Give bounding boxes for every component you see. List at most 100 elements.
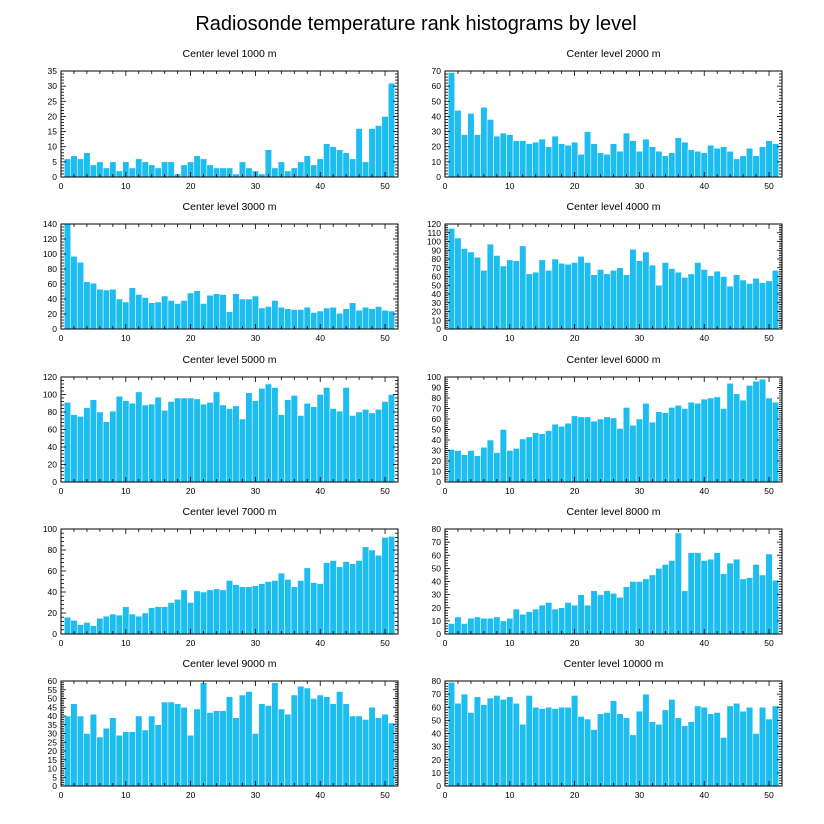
- bar: [76, 416, 84, 483]
- bar: [752, 564, 760, 635]
- bar: [454, 703, 462, 787]
- bar: [264, 705, 272, 787]
- y-tick-label: 40: [48, 442, 58, 452]
- bar: [655, 411, 663, 483]
- bar: [251, 585, 259, 635]
- panel-10: Center level 10000 m 0 10 20 30 40 50 60 70 80 0 10…: [432, 658, 783, 800]
- bar: [577, 594, 585, 635]
- y-tick-label: 0: [52, 172, 57, 182]
- bar: [733, 703, 741, 787]
- bar: [284, 170, 292, 178]
- bar: [700, 707, 708, 787]
- bar: [349, 563, 357, 635]
- bar: [277, 414, 285, 483]
- panel-title: Center level 2000 m: [567, 48, 661, 60]
- bar: [642, 693, 650, 787]
- x-tick-label: 50: [764, 486, 774, 496]
- bar: [167, 161, 175, 178]
- bar: [532, 432, 540, 483]
- bar: [532, 271, 540, 330]
- bar: [154, 167, 162, 178]
- bar: [616, 597, 624, 635]
- x-tick-label: 50: [380, 638, 390, 648]
- bar: [206, 164, 214, 178]
- bar: [590, 590, 598, 635]
- bar: [368, 707, 376, 787]
- bar: [115, 735, 123, 787]
- bar: [284, 579, 292, 635]
- panel-title: Center level 4000 m: [567, 201, 661, 213]
- x-tick-label: 40: [699, 333, 709, 343]
- bar: [499, 265, 507, 330]
- bar: [700, 269, 708, 330]
- bar: [616, 151, 624, 178]
- x-tick-label: 10: [505, 790, 515, 800]
- bar: [597, 418, 605, 483]
- y-tick-label: 30: [432, 742, 442, 752]
- bar: [284, 399, 292, 483]
- bar: [467, 251, 475, 330]
- panel-4: Center level 4000 m010203040506070809010…: [427, 201, 783, 343]
- bar: [460, 454, 468, 483]
- bar: [109, 289, 117, 330]
- bar: [187, 292, 195, 330]
- bar: [558, 607, 566, 635]
- bar: [76, 624, 84, 635]
- bar: [174, 599, 182, 635]
- bar: [681, 590, 689, 635]
- bar: [70, 414, 78, 483]
- bar: [558, 707, 566, 787]
- bar: [648, 146, 656, 178]
- y-tick-label: 40: [48, 294, 58, 304]
- bar: [70, 256, 78, 330]
- y-tick-label: 0: [436, 172, 441, 182]
- bar: [681, 725, 689, 787]
- bar: [661, 262, 669, 330]
- x-tick-label: 10: [505, 181, 515, 191]
- bar: [200, 682, 208, 787]
- bar: [447, 682, 455, 787]
- y-tick-label: 100: [43, 524, 57, 534]
- x-tick-label: 20: [186, 790, 196, 800]
- bar: [122, 731, 130, 787]
- y-tick-label: 30: [432, 298, 442, 308]
- bar: [726, 383, 734, 483]
- panel-title: Center level 5000 m: [183, 354, 277, 366]
- bar: [687, 721, 695, 787]
- bar: [89, 714, 97, 787]
- y-tick-label: 60: [48, 566, 58, 576]
- x-tick-label: 10: [121, 181, 131, 191]
- y-tick-label: 0: [436, 781, 441, 791]
- x-tick-label: 30: [251, 790, 261, 800]
- y-tick-label: 10: [48, 142, 58, 152]
- bar: [89, 283, 97, 330]
- bar: [642, 251, 650, 330]
- bar: [63, 616, 71, 635]
- y-tick-label: 40: [48, 587, 58, 597]
- bar: [193, 155, 201, 178]
- bar: [610, 593, 617, 635]
- bar: [467, 113, 475, 178]
- x-tick-label: 50: [380, 790, 390, 800]
- bar: [765, 280, 773, 330]
- bar: [187, 735, 195, 787]
- x-tick-label: 50: [380, 181, 390, 191]
- y-tick-label: 40: [432, 729, 442, 739]
- bar: [700, 398, 708, 483]
- bar: [460, 134, 468, 178]
- bar: [310, 312, 318, 330]
- x-tick-label: 20: [186, 333, 196, 343]
- x-tick-label: 40: [699, 638, 709, 648]
- bar: [180, 164, 188, 178]
- bar: [571, 262, 579, 330]
- y-tick-label: 60: [432, 550, 442, 560]
- bar: [316, 394, 324, 483]
- bar: [349, 415, 357, 483]
- x-tick-label: 30: [635, 181, 645, 191]
- bar: [590, 274, 598, 330]
- bar: [271, 580, 279, 635]
- bar: [720, 276, 728, 330]
- y-tick-label: 140: [43, 219, 57, 229]
- x-tick-label: 10: [121, 486, 131, 496]
- bar: [297, 309, 305, 330]
